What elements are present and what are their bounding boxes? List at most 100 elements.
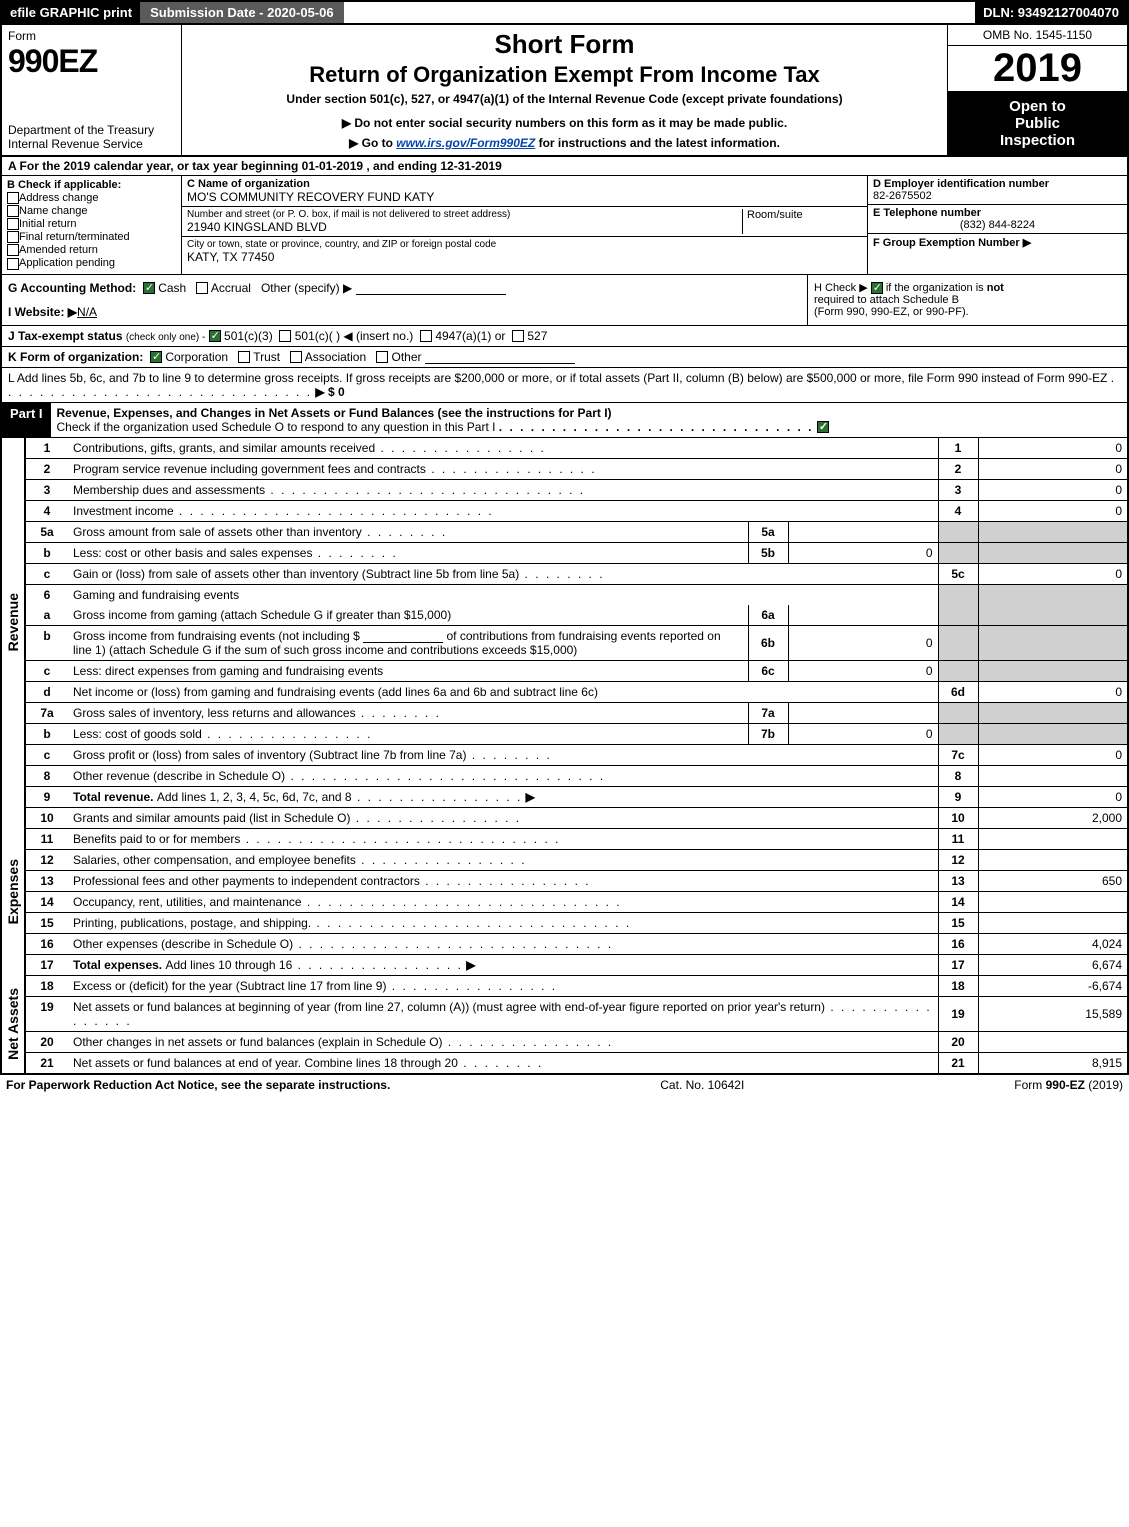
checkbox-checked-icon[interactable] [209,330,221,342]
accrual-opt: Accrual [211,281,251,295]
line-desc: Add lines 10 through 16 [165,958,292,972]
k-label: K Form of organization: [8,350,143,364]
mini-num: 7b [748,723,788,744]
k-assoc: Association [305,350,366,364]
j-501c3: 501(c)(3) [224,329,273,343]
goto-link[interactable]: www.irs.gov/Form990EZ [396,136,535,150]
box-c: C Name of organization MO'S COMMUNITY RE… [182,176,867,274]
dots [356,853,527,867]
mini-num: 5b [748,542,788,563]
chk-initial-return[interactable]: Initial return [7,218,176,230]
form-number: 990EZ [8,43,175,80]
line-6c: c Less: direct expenses from gaming and … [26,660,1128,681]
row-h: H Check ▶ if the organization is not req… [807,275,1127,325]
chk-name-change[interactable]: Name change [7,205,176,217]
checkbox-icon[interactable] [279,330,291,342]
chk-label: Final return/terminated [19,231,130,243]
form-header: Form 990EZ Department of the Treasury In… [0,25,1129,157]
shaded-cell [938,542,978,563]
checkbox-icon [7,205,19,217]
checkbox-icon[interactable] [420,330,432,342]
checkbox-icon[interactable] [238,351,250,363]
line-num: c [26,563,68,584]
line-value: 8,915 [978,1052,1128,1073]
line-13: 13 Professional fees and other payments … [26,870,1128,891]
checkbox-icon[interactable] [512,330,524,342]
row-gh: G Accounting Method: Cash Accrual Other … [0,275,1129,326]
line-value: 0 [978,500,1128,521]
dots [312,546,397,560]
line-10: 10 Grants and similar amounts paid (list… [26,808,1128,829]
street-value: 21940 KINGSLAND BLVD [187,220,742,234]
line-ref: 2 [938,458,978,479]
checkbox-checked-icon[interactable] [817,421,829,433]
k-other-input[interactable] [425,363,575,364]
open-public-inspection: Open to Public Inspection [948,92,1127,155]
chk-application-pending[interactable]: Application pending [7,257,176,269]
omb-number: OMB No. 1545-1150 [948,25,1127,46]
mini-val [788,605,938,626]
line-ref: 4 [938,500,978,521]
footer-right-pre: Form [1014,1078,1045,1092]
shaded-cell [978,660,1128,681]
efile-print[interactable]: efile GRAPHIC print [2,2,140,23]
line-ref: 3 [938,479,978,500]
goto-pre: ▶ Go to [349,136,396,150]
chk-address-change[interactable]: Address change [7,192,176,204]
checkbox-checked-icon[interactable] [143,282,155,294]
other-input[interactable] [356,294,506,295]
chk-amended-return[interactable]: Amended return [7,244,176,256]
checkbox-icon[interactable] [376,351,388,363]
arrow-icon: ▶ [526,790,535,804]
footer-right-form: 990-EZ [1046,1078,1085,1092]
checkbox-icon[interactable] [196,282,208,294]
cash-opt: Cash [158,281,186,295]
line-desc: Excess or (deficit) for the year (Subtra… [73,979,386,993]
room-suite: Room/suite [742,209,862,234]
line-ref: 10 [938,808,978,829]
k-trust: Trust [253,350,280,364]
dots [350,811,521,825]
line-num: 12 [26,849,68,870]
line-desc: Net income or (loss) from gaming and fun… [73,685,598,699]
line-desc: Occupancy, rent, utilities, and maintena… [73,895,302,909]
revenue-table: 1 Contributions, gifts, grants, and simi… [26,438,1129,808]
footer-right: Form 990-EZ (2019) [1014,1078,1123,1092]
line-6b: b Gross income from fundraising events (… [26,625,1128,660]
chk-label: Amended return [19,244,98,256]
footer-right-post: (2019) [1085,1078,1123,1092]
return-title: Return of Organization Exempt From Incom… [190,62,939,88]
line-desc: Gross amount from sale of assets other t… [73,525,362,539]
line-num: b [26,625,68,660]
part1-header-row: Part I Revenue, Expenses, and Changes in… [0,403,1129,438]
dots [386,979,557,993]
line-num: d [26,681,68,702]
dots [293,937,613,951]
line-21: 21 Net assets or fund balances at end of… [26,1052,1128,1073]
line-ref: 1 [938,438,978,459]
dots [443,1035,614,1049]
form-label: Form [8,29,175,43]
expenses-table: 10 Grants and similar amounts paid (list… [26,808,1129,976]
checkbox-icon[interactable] [290,351,302,363]
line-value: 4,024 [978,933,1128,954]
chk-final-return[interactable]: Final return/terminated [7,231,176,243]
chk-label: Name change [19,205,88,217]
line-ref: 11 [938,828,978,849]
mini-val [788,702,938,723]
checkbox-checked-icon[interactable] [150,351,162,363]
dots [202,727,373,741]
dept-irs: Internal Revenue Service [8,137,175,151]
line-ref: 16 [938,933,978,954]
shaded-cell [978,702,1128,723]
line-ref: 8 [938,765,978,786]
line-desc: Gross profit or (loss) from sales of inv… [73,748,466,762]
dots [292,958,463,972]
row-l: L Add lines 5b, 6c, and 7b to line 9 to … [0,368,1129,403]
dots [426,462,597,476]
j-527: 527 [527,329,547,343]
shaded-cell [978,521,1128,542]
j-4947: 4947(a)(1) or [435,329,505,343]
goto-line: ▶ Go to www.irs.gov/Form990EZ for instru… [190,136,939,150]
checkbox-checked-icon[interactable] [871,282,883,294]
